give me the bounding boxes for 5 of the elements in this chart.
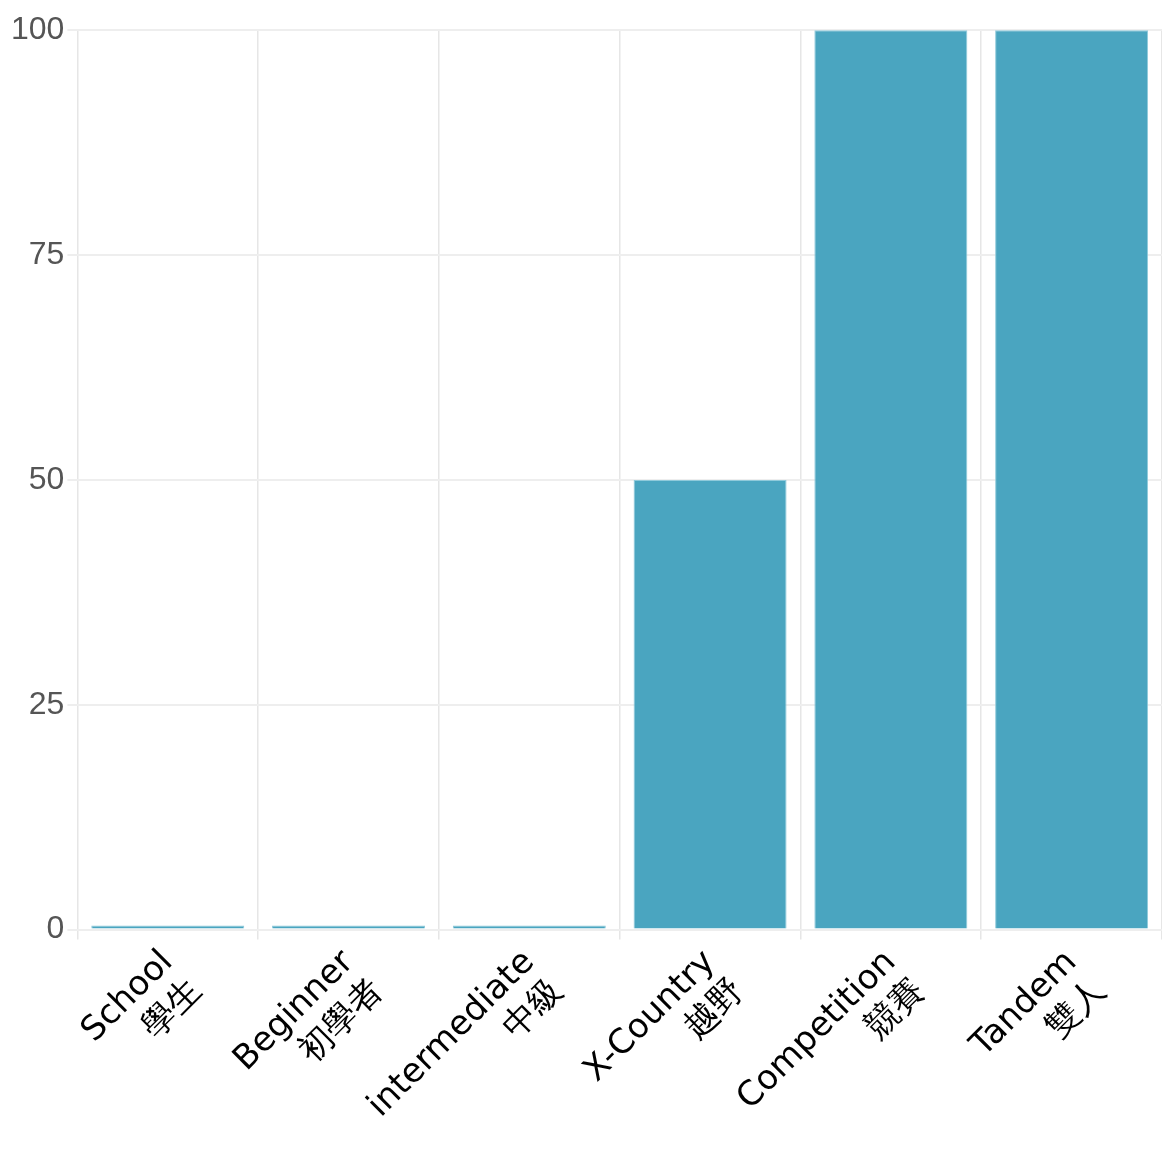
y-tick-label: 25 xyxy=(28,684,65,721)
y-tick-label: 50 xyxy=(28,459,65,496)
y-tick-label: 75 xyxy=(28,234,65,271)
y-tick-label: 100 xyxy=(11,10,65,47)
y-tick-label: 0 xyxy=(46,909,65,946)
